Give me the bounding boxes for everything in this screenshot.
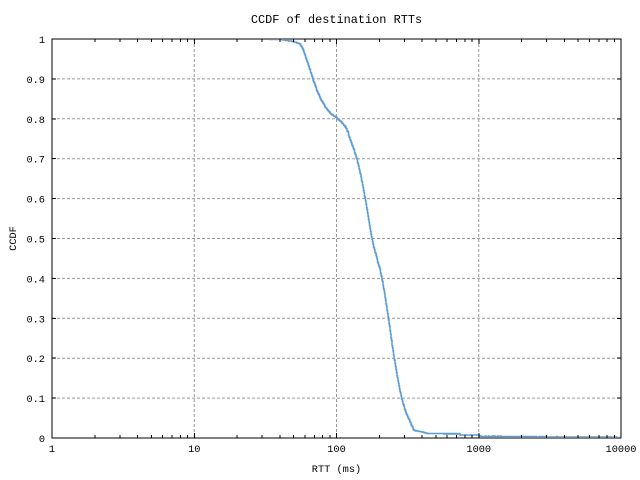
svg-text:0.5: 0.5	[26, 235, 45, 247]
svg-text:0.8: 0.8	[26, 115, 45, 127]
svg-text:10: 10	[188, 444, 200, 456]
svg-text:0.3: 0.3	[26, 314, 45, 326]
svg-text:CCDF of destination RTTs: CCDF of destination RTTs	[251, 13, 422, 27]
svg-text:1000: 1000	[466, 444, 491, 456]
svg-text:10000: 10000	[606, 444, 637, 456]
svg-text:0.2: 0.2	[26, 354, 45, 366]
svg-text:CCDF: CCDF	[8, 226, 20, 251]
svg-text:0.4: 0.4	[26, 274, 45, 286]
svg-text:1: 1	[39, 35, 45, 47]
svg-text:RTT (ms): RTT (ms)	[312, 464, 361, 476]
svg-text:0.7: 0.7	[26, 155, 45, 167]
svg-text:100: 100	[327, 444, 346, 456]
svg-text:1: 1	[49, 444, 55, 456]
svg-text:0: 0	[39, 434, 45, 446]
svg-text:0.1: 0.1	[26, 394, 45, 406]
svg-text:0.9: 0.9	[26, 75, 45, 87]
svg-text:0.6: 0.6	[26, 195, 45, 207]
